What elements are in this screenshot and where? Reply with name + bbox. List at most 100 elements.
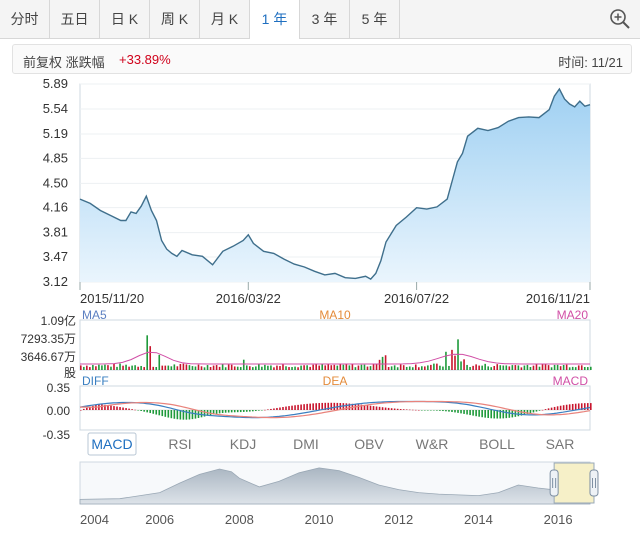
macd-bar (360, 404, 363, 410)
volume-bar (372, 363, 375, 370)
volume-bar (188, 365, 191, 370)
macd-bar (218, 410, 221, 414)
macd-bar (122, 407, 124, 410)
macd-bar (173, 410, 176, 419)
volume-bar (430, 364, 432, 370)
macd-bar (83, 408, 85, 410)
tab-five-year[interactable]: 5 年 (350, 0, 400, 38)
indicator-tab-rsi[interactable]: RSI (168, 436, 191, 452)
volume-bar (505, 365, 508, 370)
macd-bar (258, 410, 260, 411)
overview-x-tick-2: 2008 (225, 512, 254, 527)
volume-bar (405, 366, 408, 370)
macd-bar (541, 409, 544, 411)
indicator-tab-obv[interactable]: OBV (354, 436, 384, 452)
volume-bar (161, 365, 164, 370)
range-selector[interactable] (549, 462, 599, 504)
macd-bar (430, 410, 432, 411)
macd-bar (101, 404, 103, 410)
macd-bar (484, 410, 486, 418)
price-x-tick-3: 2016/11/21 (526, 291, 590, 306)
indicator-tab-w-r[interactable]: W&R (416, 436, 449, 452)
volume-bar (321, 363, 324, 370)
range-handle-left[interactable] (549, 469, 559, 497)
volume-bar (369, 366, 372, 370)
zoom-in-icon[interactable] (608, 7, 632, 31)
ma5-legend: MA5 (82, 308, 107, 322)
indicator-tab-macd[interactable]: MACD (87, 432, 137, 456)
tab-weekly-k[interactable]: 周 K (150, 0, 200, 38)
macd-bar (590, 403, 592, 410)
macd-bar (487, 410, 489, 418)
tab-intraday[interactable]: 分时 (0, 0, 50, 38)
volume-bar (306, 365, 308, 370)
macd-bar (89, 406, 91, 410)
volume-bar (230, 364, 233, 370)
overview-x-tick-1: 2006 (145, 512, 174, 527)
macd-dif-line (79, 400, 591, 419)
volume-bar (538, 366, 541, 370)
indicator-tab-sar[interactable]: SAR (546, 436, 575, 452)
macd-bar (110, 405, 112, 410)
tab-five-day[interactable]: 五日 (50, 0, 100, 38)
volume-unit: 股 (64, 366, 76, 380)
time-label: 时间: 11/21 (558, 55, 623, 70)
volume-bar (511, 365, 514, 370)
macd-bar (86, 407, 88, 410)
price-y-tick-8: 3.12 (43, 274, 68, 289)
macd-bar (574, 403, 577, 410)
indicator-tab-dmi[interactable]: DMI (293, 436, 319, 452)
volume-bar (179, 363, 182, 370)
volume-bar (460, 361, 462, 370)
volume-bar (215, 365, 218, 370)
range-handle-right[interactable] (589, 469, 599, 497)
volume-bar (140, 365, 142, 370)
volume-bar (490, 367, 493, 370)
indicator-tab-boll[interactable]: BOLL (479, 436, 515, 452)
tab-three-year[interactable]: 3 年 (300, 0, 350, 38)
volume-bar (351, 363, 354, 370)
volume-bar (143, 367, 145, 370)
macd-bar (405, 409, 408, 410)
macd-bar (414, 409, 417, 411)
macd-bar (366, 405, 369, 410)
tab-monthly-k[interactable]: 月 K (200, 0, 250, 38)
ma10-legend: MA10 (319, 308, 351, 322)
volume-bar (381, 356, 384, 370)
dea-legend: DEA (323, 374, 348, 388)
macd-bar (381, 407, 384, 410)
volume-bar (248, 366, 251, 370)
macd-bar (273, 408, 275, 410)
volume-bar (315, 363, 317, 370)
macd-bar (472, 410, 474, 416)
volume-bar (565, 364, 568, 370)
volume-bar (481, 365, 483, 370)
macd-bar (568, 404, 571, 410)
macd-bar (140, 410, 142, 411)
volume-bar (155, 367, 158, 370)
macd-bar (424, 410, 426, 411)
macd-bar (526, 410, 529, 415)
volume-bar (514, 365, 517, 370)
volume-bar (227, 364, 230, 370)
macd-bar (372, 406, 375, 410)
volume-ma-lines (80, 351, 590, 365)
volume-bar (318, 365, 321, 370)
volume-bar (107, 365, 109, 370)
indicator-tab-kdj[interactable]: KDJ (230, 436, 256, 452)
volume-bar (191, 366, 194, 370)
volume-bar (487, 366, 489, 370)
volume-bar (357, 365, 360, 370)
macd-bar (580, 403, 583, 410)
macd-bar (161, 410, 164, 417)
volume-bar (414, 364, 417, 370)
volume-bar (324, 365, 327, 370)
macd-bar (466, 410, 468, 415)
volume-bar (224, 367, 227, 370)
price-area (80, 89, 590, 282)
tab-daily-k[interactable]: 日 K (100, 0, 150, 38)
tab-one-year[interactable]: 1 年 (250, 0, 300, 39)
volume-bar (279, 366, 281, 370)
macd-bar (143, 410, 145, 412)
volume-bar (309, 366, 311, 370)
